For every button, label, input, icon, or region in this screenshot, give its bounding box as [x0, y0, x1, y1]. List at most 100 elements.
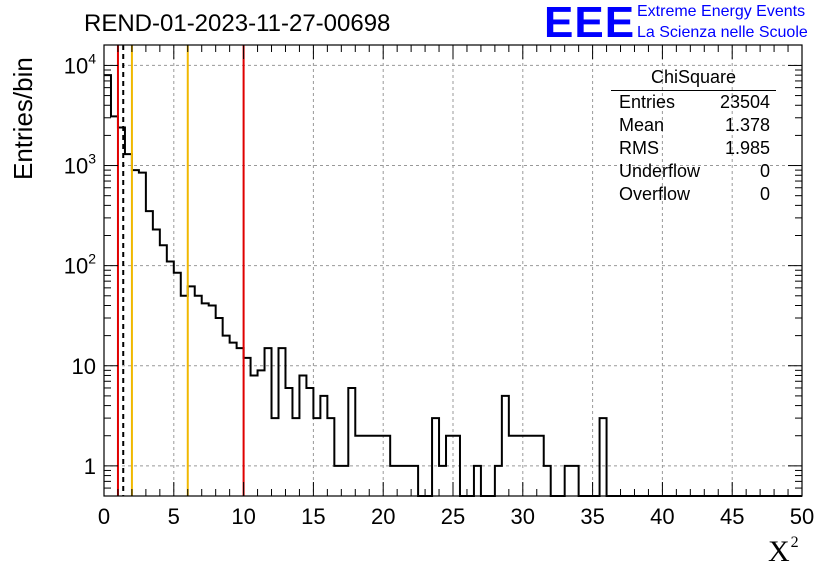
x-axis-label-superscript: 2 — [790, 534, 799, 551]
histogram-bin — [404, 466, 411, 496]
x-axis-label-text: X — [768, 535, 790, 568]
histogram-bin — [474, 466, 481, 496]
histogram-bin — [565, 466, 572, 496]
stats-value: 23504 — [719, 92, 770, 112]
x-tick-label: 20 — [371, 504, 395, 529]
x-axis-label: X2 — [768, 534, 799, 569]
histogram-bin — [453, 436, 460, 496]
y-tick-label: 103 — [64, 151, 96, 179]
histogram-bin — [362, 436, 369, 496]
x-tick-label: 5 — [168, 504, 180, 529]
logo-subtitle-2: La Scienza nelle Scuole — [637, 24, 808, 41]
histogram-bin — [600, 418, 607, 496]
x-tick-label: 35 — [580, 504, 604, 529]
stats-value: 0 — [759, 184, 770, 204]
histogram-bin — [104, 75, 111, 496]
histogram-bin — [446, 436, 453, 496]
histogram-bin — [516, 436, 523, 496]
histogram-bin — [327, 418, 334, 496]
marker-lines-layer — [116, 45, 245, 496]
stats-row-mean: Mean 1.378 — [611, 114, 776, 137]
histogram-bin — [285, 388, 292, 496]
histogram-bin — [432, 418, 439, 496]
histogram-bin — [306, 388, 313, 496]
histogram-bin — [439, 466, 446, 496]
histogram-bin — [209, 305, 216, 496]
histogram-bin — [390, 466, 397, 496]
logo-subtitle-1: Extreme Energy Events — [637, 3, 806, 20]
histogram-bin — [132, 170, 139, 496]
x-tick-label: 0 — [98, 504, 110, 529]
chart-title: REND-01-2023-11-27-00698 — [84, 10, 391, 37]
histogram-bin — [341, 466, 348, 496]
tick-labels-layer: 0 5 10 15 20 25 30 35 40 45 50 1 10 102 103 104 — [64, 50, 815, 529]
histogram-bin — [509, 436, 516, 496]
histogram-bin — [223, 336, 230, 496]
y-axis-label: Entries/bin — [8, 57, 39, 180]
histogram-bin — [251, 375, 258, 496]
y-tick-label: 104 — [64, 50, 96, 78]
x-tick-label: 15 — [301, 504, 325, 529]
histogram-bin — [188, 286, 195, 496]
stats-value: 0 — [759, 161, 770, 181]
stats-value: 1.378 — [724, 115, 770, 135]
x-tick-label: 30 — [511, 504, 535, 529]
histogram-bin — [125, 154, 132, 496]
stats-label: Overflow — [619, 184, 691, 204]
histogram-bin — [195, 296, 202, 496]
x-tick-label: 10 — [231, 504, 255, 529]
stats-label: RMS — [619, 138, 659, 158]
histogram-bin — [279, 348, 286, 496]
stats-label: Mean — [619, 115, 665, 135]
histogram-bin — [355, 436, 362, 496]
stats-row-overflow: Overflow 0 — [611, 183, 776, 206]
histogram-bin — [313, 418, 320, 496]
stats-row-entries: Entries 23504 — [611, 91, 776, 114]
histogram-bin — [334, 466, 341, 496]
stats-row-rms: RMS 1.985 — [611, 137, 776, 160]
histogram-bin — [272, 418, 279, 496]
histogram-bin — [258, 370, 265, 496]
y-axis-label-text: Entries/bin — [8, 57, 38, 180]
histogram-bin — [320, 396, 327, 496]
histogram-bin — [146, 211, 153, 496]
histogram-bin — [174, 273, 181, 496]
histogram-bin — [230, 343, 237, 496]
x-tick-label: 45 — [720, 504, 744, 529]
histogram-bin — [572, 466, 579, 496]
histogram-bin — [369, 436, 376, 496]
histogram-bin — [167, 262, 174, 496]
histogram-bin — [299, 375, 306, 496]
ticks-layer — [103, 45, 803, 497]
histogram-bin — [348, 388, 355, 496]
histogram-bin — [216, 318, 223, 496]
histogram-bin — [544, 466, 551, 496]
histogram-bin — [292, 418, 299, 496]
stats-box: ChiSquare Entries 23504 Mean 1.378 RMS 1… — [611, 65, 776, 206]
histogram-bin — [153, 229, 160, 496]
histogram-bin — [181, 296, 188, 496]
y-tick-label: 10 — [72, 354, 96, 379]
x-tick-label: 40 — [650, 504, 674, 529]
histogram-bin — [160, 245, 167, 496]
stats-label: Entries — [619, 92, 676, 112]
histogram-bin — [523, 436, 530, 496]
y-tick-label: 1 — [84, 454, 96, 479]
histogram-bin — [495, 466, 502, 496]
histogram-bin — [265, 348, 272, 496]
histogram-bin — [383, 436, 390, 496]
histogram-bin — [376, 436, 383, 496]
histogram-bin — [502, 396, 509, 496]
histogram-bin — [237, 348, 244, 496]
stats-row-underflow: Underflow 0 — [611, 160, 776, 183]
eee-logo: EEE — [544, 0, 636, 47]
histogram-bin — [397, 466, 404, 496]
x-tick-label: 50 — [790, 504, 814, 529]
x-tick-label: 25 — [441, 504, 465, 529]
stats-value: 1.985 — [724, 138, 770, 158]
stats-title: ChiSquare — [611, 65, 776, 91]
histogram-bin — [537, 436, 544, 496]
histogram-bin — [111, 116, 118, 496]
histogram-bin — [139, 173, 146, 496]
